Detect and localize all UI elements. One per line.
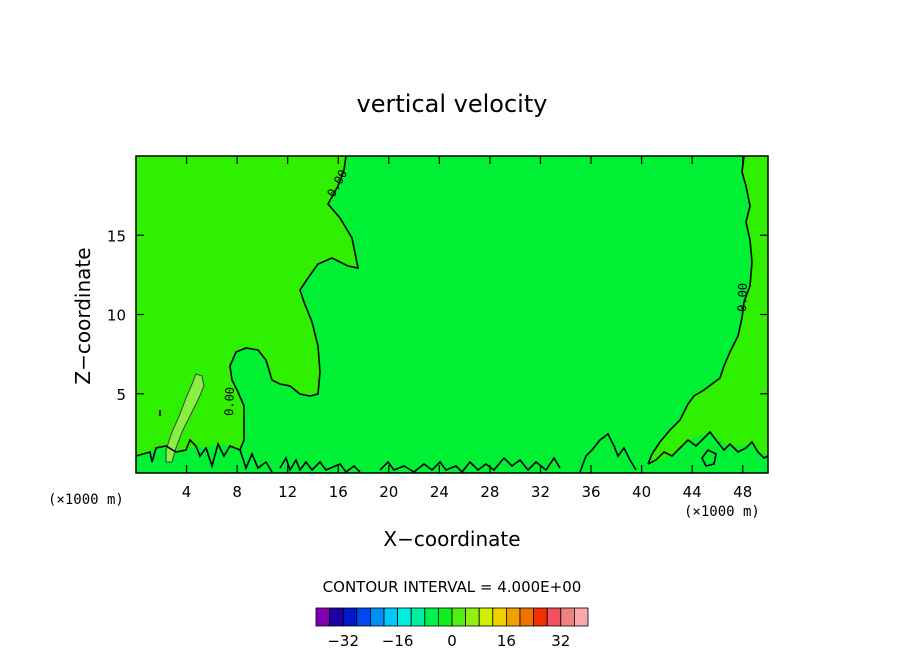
colorbar-cell: [465, 607, 480, 627]
colorbar-cell: [437, 607, 453, 627]
colorbar-cell: [329, 607, 344, 627]
x-axis-label: X−coordinate: [383, 527, 520, 551]
colorbar-tick-label: 0: [447, 632, 457, 650]
x-tick-label: 8: [232, 483, 242, 501]
colorbar-cell: [410, 607, 426, 627]
colorbar-cell: [533, 607, 548, 627]
colorbar-cell: [546, 607, 562, 627]
y-tick-label: 5: [116, 386, 126, 404]
colorbar-cell: [505, 607, 521, 627]
colorbar-cell: [560, 607, 575, 627]
x-tick-label: 40: [632, 483, 651, 501]
colorbar-labels: −32 −16 0 16 32: [327, 632, 570, 650]
colorbar-cell: [342, 607, 358, 627]
positive-region-left: [136, 156, 358, 456]
contour-line: [165, 373, 205, 463]
contour-line: [229, 155, 360, 451]
colorbar-cell: [424, 607, 439, 627]
x-tick-label: 16: [329, 483, 348, 501]
colorbar-cell: [451, 607, 467, 627]
colorbar-cell: [315, 607, 331, 627]
colorbar-cell: [356, 607, 371, 627]
colorbar-tick-label: −32: [327, 632, 359, 650]
x-tick-label: 4: [182, 483, 192, 501]
x-tick-label: 48: [733, 483, 752, 501]
colorbar-cell: [492, 607, 507, 627]
contour-line: [647, 155, 753, 465]
colorbar-cell: [397, 607, 412, 627]
contour-line: [701, 448, 717, 467]
contour-line: [579, 432, 637, 473]
x-axis: 4 8 12 16 20 24 28 32 36 40 44 48: [182, 156, 752, 501]
colorbar-cell: [383, 607, 399, 627]
colorbar-cell: [478, 607, 494, 627]
contour-line: [647, 430, 769, 465]
x-tick-label: 28: [480, 483, 499, 501]
updraft-blob: [166, 374, 204, 462]
contour-line: [379, 456, 561, 474]
x-tick-label: 32: [531, 483, 550, 501]
y-tick-label: 10: [107, 307, 126, 325]
x-tick-label: 36: [581, 483, 600, 501]
colorbar-cell: [369, 607, 385, 627]
contour-line: [135, 438, 273, 473]
x-unit-label-right: (×1000 m): [684, 504, 760, 520]
contour-line: [279, 456, 361, 474]
positive-region-right: [648, 156, 768, 464]
colorbar-cell: [519, 607, 535, 627]
zero-contours: [135, 155, 769, 474]
x-tick-label: 24: [430, 483, 449, 501]
y-tick-label: 15: [107, 227, 126, 245]
colorbar-tick-label: −16: [382, 632, 414, 650]
contour-label: 0.00: [735, 283, 750, 312]
x-tick-label: 20: [379, 483, 398, 501]
colorbar-tick-label: 16: [497, 632, 516, 650]
colorbar-tick-label: 32: [551, 632, 570, 650]
chart-title: vertical velocity: [357, 90, 548, 118]
contour-interval: CONTOUR INTERVAL = 4.000E+00: [323, 578, 582, 596]
contour-label: 0.00: [222, 387, 237, 416]
colorbar-cell: [574, 607, 589, 627]
x-tick-label: 12: [278, 483, 297, 501]
x-tick-label: 44: [683, 483, 702, 501]
y-axis-label: Z−coordinate: [71, 247, 95, 384]
y-axis: 5 10 15: [107, 227, 768, 404]
colorbar: [315, 607, 589, 627]
x-unit-label-left: (×1000 m): [48, 492, 124, 508]
